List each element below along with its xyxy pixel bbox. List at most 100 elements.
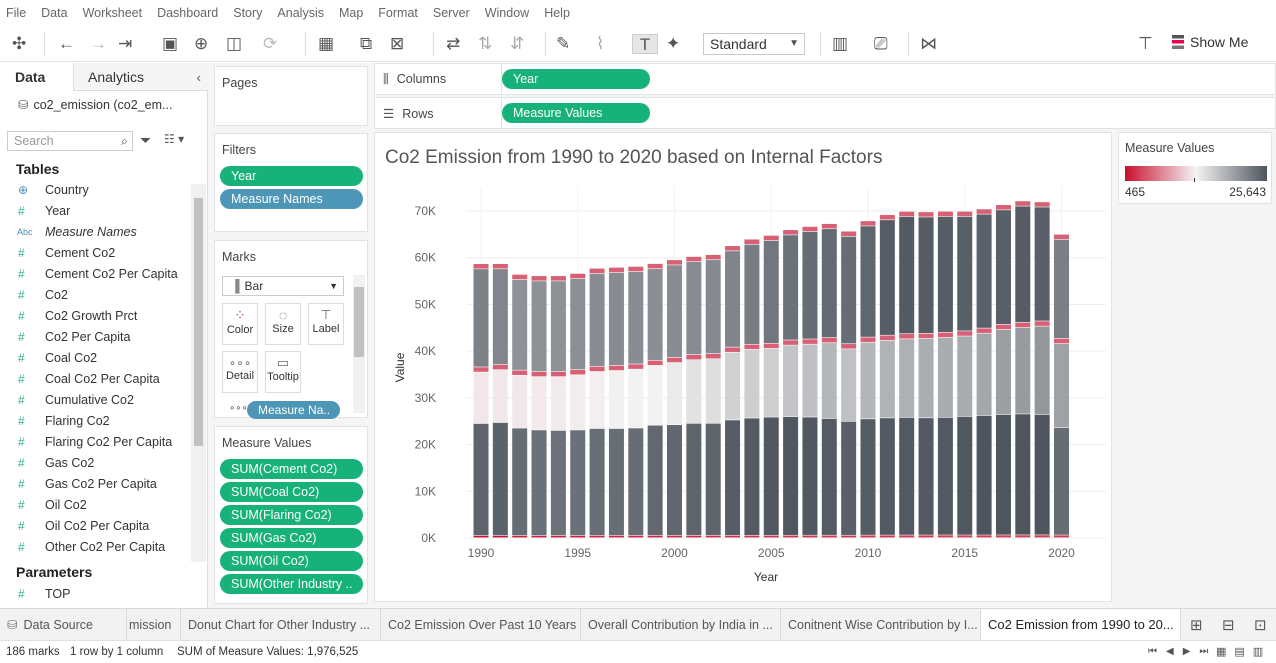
- collapse-pane-icon[interactable]: ‹: [196, 69, 201, 85]
- detail-button[interactable]: ∘∘∘ Detail: [222, 351, 258, 393]
- bar-segment: [628, 266, 644, 272]
- bar-segment: [1034, 202, 1050, 207]
- fields-scrollbar[interactable]: [191, 184, 206, 562]
- swap-rows-columns-icon[interactable]: ⇄: [446, 34, 461, 53]
- field-item[interactable]: # Co2: [0, 285, 190, 306]
- label-button[interactable]: ⊤ Label: [308, 303, 344, 345]
- menu-item[interactable]: Map: [338, 6, 364, 20]
- field-item[interactable]: # Co2 Growth Prct: [0, 306, 190, 327]
- field-item[interactable]: ⊕ Country: [0, 180, 190, 201]
- menu-item[interactable]: Dashboard: [157, 6, 219, 20]
- field-item[interactable]: # Gas Co2: [0, 453, 190, 474]
- undo-icon[interactable]: ←: [58, 34, 75, 53]
- ask-data-icon[interactable]: ⊤: [1138, 34, 1153, 53]
- columns-pill-year[interactable]: Year: [502, 69, 650, 89]
- field-item[interactable]: # Flaring Co2: [0, 411, 190, 432]
- menu-item[interactable]: Story: [233, 6, 263, 20]
- size-button[interactable]: ◌ Size: [265, 303, 301, 345]
- measure-value-pill[interactable]: SUM(Flaring Co2): [220, 505, 363, 525]
- sheet-tab[interactable]: Co2 Emission Over Past 10 Years: [381, 609, 581, 641]
- tab-analytics[interactable]: Analytics ‹: [74, 63, 208, 90]
- field-item[interactable]: # Cement Co2: [0, 243, 190, 264]
- sheet-view-icons[interactable]: ▦▤▥: [1216, 646, 1272, 658]
- search-input[interactable]: Search ⌕: [7, 131, 133, 151]
- marks-pill-measure-names[interactable]: Measure Na..: [247, 401, 340, 419]
- color-button[interactable]: ⁘ Color: [222, 303, 258, 345]
- field-item[interactable]: # Coal Co2: [0, 348, 190, 369]
- parameter-item[interactable]: # TOP: [0, 584, 190, 605]
- field-item[interactable]: # Cement Co2 Per Capita: [0, 264, 190, 285]
- field-item[interactable]: Abc Measure Names: [0, 222, 190, 243]
- new-datasource-icon[interactable]: ⊕: [194, 34, 209, 53]
- bar-segment: [705, 353, 721, 359]
- share-icon[interactable]: ⋈: [920, 34, 937, 53]
- field-item[interactable]: # Flaring Co2 Per Capita: [0, 432, 190, 453]
- menu-item[interactable]: File: [6, 6, 27, 20]
- field-item[interactable]: # Year: [0, 201, 190, 222]
- new-worksheet-icon[interactable]: ⊞: [1190, 617, 1203, 634]
- sort-descending-icon[interactable]: ⇵: [510, 34, 525, 53]
- filter-pill-measure-names[interactable]: Measure Names: [220, 189, 363, 209]
- measure-value-pill[interactable]: SUM(Other Industry ..: [220, 574, 363, 594]
- measure-value-pill[interactable]: SUM(Gas Co2): [220, 528, 363, 548]
- scrollbar-thumb[interactable]: [354, 287, 364, 357]
- view-options-icon[interactable]: ☷ ▾: [164, 132, 185, 146]
- tableau-logo-icon[interactable]: ✣: [12, 34, 27, 53]
- sheet-tab[interactable]: Overall Contribution by India in ...: [581, 609, 781, 641]
- menu-item[interactable]: Format: [378, 6, 418, 20]
- filter-icon[interactable]: ⏷: [140, 132, 152, 148]
- duplicate-sheet-icon[interactable]: ⧉: [360, 34, 373, 53]
- datasource-item[interactable]: ⛁ co2_emission (co2_em...: [18, 97, 172, 112]
- refresh-icon[interactable]: ⟳: [263, 34, 278, 53]
- highlight-icon[interactable]: ✎: [556, 34, 571, 53]
- show-mark-labels-icon[interactable]: T: [632, 34, 658, 54]
- filter-pill-year[interactable]: Year: [220, 166, 363, 186]
- fix-axes-icon[interactable]: ✦: [666, 34, 681, 53]
- field-item[interactable]: # Co2 Per Capita: [0, 327, 190, 348]
- tooltip-button[interactable]: ▭ Tooltip: [265, 351, 301, 393]
- menu-item[interactable]: Worksheet: [82, 6, 143, 20]
- scrollbar-thumb[interactable]: [194, 198, 203, 446]
- menu-item[interactable]: Server: [432, 6, 470, 20]
- sheet-tab[interactable]: Donut Chart for Other Industry ...: [181, 609, 381, 641]
- show-me-button[interactable]: Show Me: [1172, 34, 1248, 50]
- field-item[interactable]: # Coal Co2 Per Capita: [0, 369, 190, 390]
- measure-value-pill[interactable]: SUM(Cement Co2): [220, 459, 363, 479]
- new-story-icon[interactable]: ⊡: [1254, 617, 1267, 634]
- menu-item[interactable]: Window: [484, 6, 530, 20]
- field-item[interactable]: # Oil Co2 Per Capita: [0, 516, 190, 537]
- measure-value-pill[interactable]: SUM(Coal Co2): [220, 482, 363, 502]
- presentation-mode-icon[interactable]: ⎚: [874, 34, 888, 53]
- bar-segment: [531, 281, 547, 372]
- bar-segment: [550, 430, 566, 536]
- measure-value-pill[interactable]: SUM(Oil Co2): [220, 551, 363, 571]
- sheet-navigation-icons[interactable]: ⏮◀▶⏭: [1148, 646, 1218, 657]
- marks-scrollbar[interactable]: [353, 275, 365, 413]
- redo-icon[interactable]: →: [90, 34, 107, 53]
- field-item[interactable]: # Oil Co2: [0, 495, 190, 516]
- rows-pill-measure-values[interactable]: Measure Values: [502, 103, 650, 123]
- replay-icon[interactable]: ⇥: [118, 34, 133, 53]
- field-item[interactable]: # Gas Co2 Per Capita: [0, 474, 190, 495]
- columns-icon: ⫼: [383, 72, 389, 86]
- save-icon[interactable]: ▣: [162, 34, 179, 53]
- pause-updates-icon[interactable]: ◫: [226, 34, 243, 53]
- field-item[interactable]: # Other Co2 Per Capita: [0, 537, 190, 558]
- sheet-tab[interactable]: mission: [127, 609, 181, 641]
- menu-item[interactable]: Analysis: [277, 6, 324, 20]
- menu-item[interactable]: Data: [41, 6, 68, 20]
- clear-sheet-icon[interactable]: ⊠: [390, 34, 405, 53]
- menu-item[interactable]: Help: [544, 6, 570, 20]
- new-dashboard-icon[interactable]: ⊟: [1222, 617, 1235, 634]
- sort-ascending-icon[interactable]: ⇅: [478, 34, 493, 53]
- group-members-icon[interactable]: ⌇: [596, 34, 605, 53]
- tab-data-source[interactable]: ⛁ Data Source: [0, 609, 127, 641]
- mark-type-select[interactable]: ▐ Bar ▼: [222, 276, 344, 296]
- sheet-tab[interactable]: Conitnent Wise Contribution by I...: [781, 609, 981, 641]
- sheet-tab-active[interactable]: Co2 Emission from 1990 to 20...: [981, 609, 1181, 641]
- field-item[interactable]: # Cumulative Co2: [0, 390, 190, 411]
- new-worksheet-icon[interactable]: ▦: [318, 34, 335, 53]
- fit-mode-select[interactable]: Standard ▼: [703, 33, 805, 55]
- show-cards-icon[interactable]: ▥: [832, 34, 849, 53]
- tab-data[interactable]: Data: [0, 63, 74, 91]
